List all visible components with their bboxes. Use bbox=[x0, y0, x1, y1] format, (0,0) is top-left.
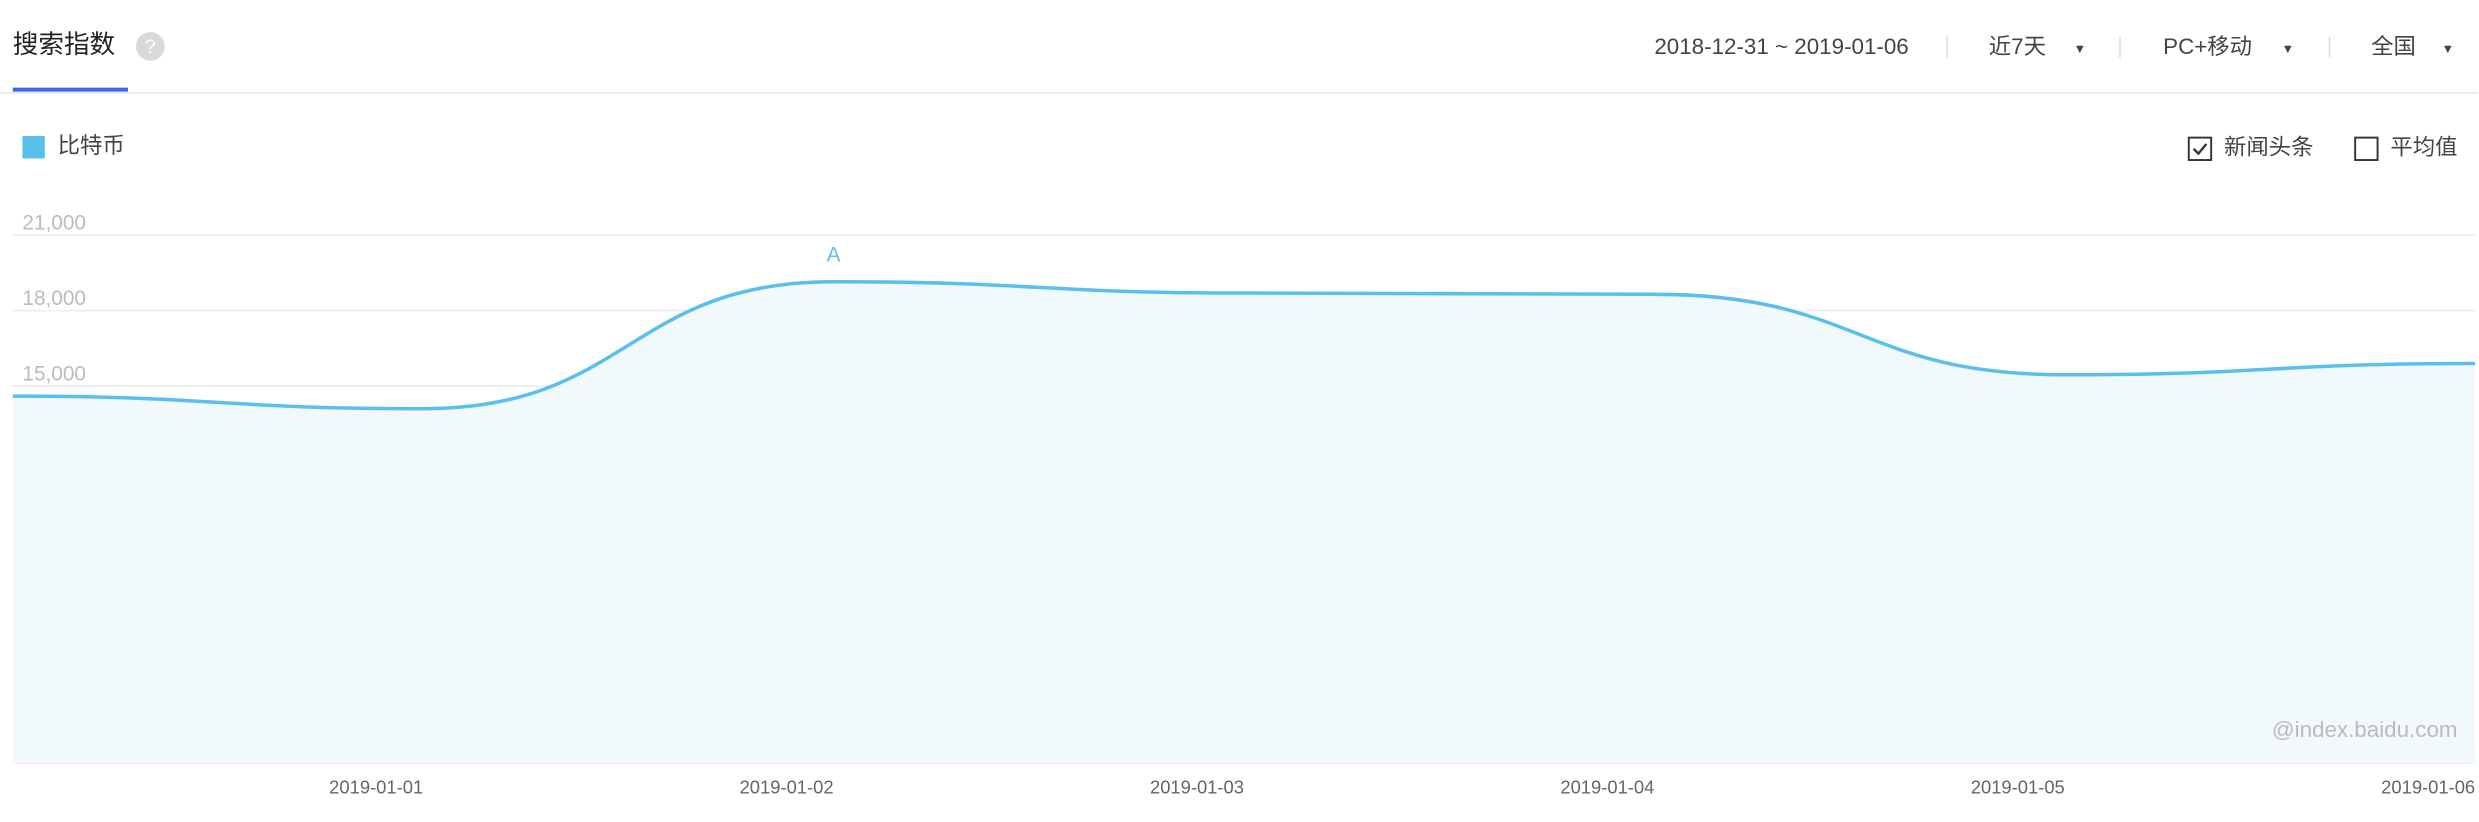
option-label[interactable]: 新闻头条 bbox=[2224, 135, 2314, 160]
y-tick-label: 18,000 bbox=[22, 287, 86, 310]
legend-label[interactable]: 比特币 bbox=[58, 133, 125, 158]
x-tick-label: 2019-01-01 bbox=[329, 777, 423, 798]
legend-swatch bbox=[22, 136, 45, 159]
line bbox=[12, 279, 2476, 411]
checkmark bbox=[2192, 143, 2208, 156]
region-select[interactable]: 全国 bbox=[2371, 34, 2416, 59]
tab-title[interactable]: 搜索指数 bbox=[13, 30, 115, 59]
dropdown-arrow: ▼ bbox=[2074, 41, 2087, 56]
help-icon[interactable] bbox=[135, 32, 165, 61]
checkbox[interactable] bbox=[2187, 136, 2213, 161]
x-tick-label: 2019-01-05 bbox=[1971, 777, 2065, 798]
period-select[interactable]: 近7天 bbox=[1989, 34, 2046, 59]
area bbox=[12, 281, 2476, 764]
y-tick-label: 15,000 bbox=[22, 362, 86, 385]
device-select[interactable]: PC+移动 bbox=[2163, 34, 2252, 59]
help-mark: ? bbox=[145, 37, 156, 58]
option-label[interactable]: 平均值 bbox=[2390, 135, 2457, 160]
watermark: @index.baidu.com bbox=[2272, 717, 2458, 742]
x-tick-label: 2019-01-03 bbox=[1150, 777, 1244, 798]
dropdown-arrow: ▼ bbox=[2282, 41, 2295, 56]
x-tick-label: 2019-01-02 bbox=[740, 777, 834, 798]
x-tick-label: 2019-01-04 bbox=[1560, 777, 1654, 798]
y-tick-label: 21,000 bbox=[22, 212, 86, 235]
date-range[interactable]: 2018-12-31 ~ 2019-01-06 bbox=[1654, 34, 1908, 59]
x-tick-label: 2019-01-06 bbox=[2381, 777, 2475, 798]
annotation: A bbox=[827, 244, 841, 267]
dropdown-arrow: ▼ bbox=[2442, 41, 2455, 56]
checkbox[interactable] bbox=[2354, 136, 2379, 161]
